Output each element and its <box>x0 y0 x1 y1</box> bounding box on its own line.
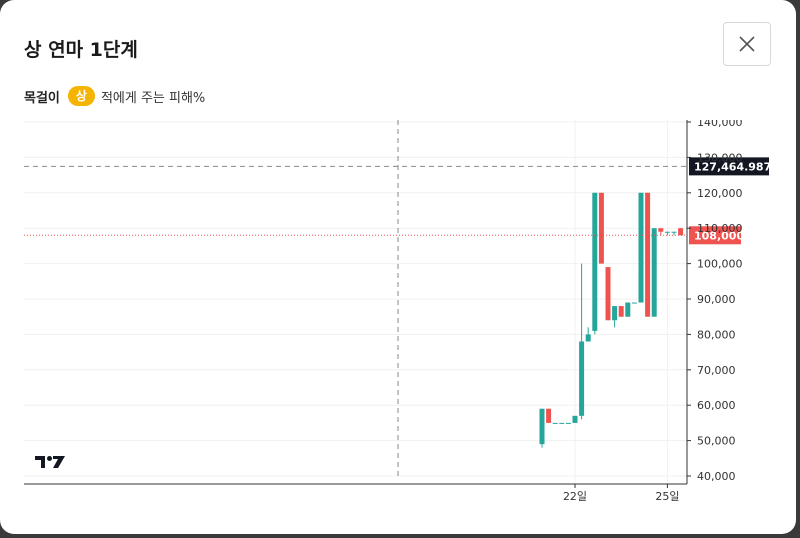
candle-body <box>572 415 578 423</box>
candle-body <box>625 302 631 317</box>
close-button[interactable] <box>723 22 771 66</box>
crosshair-price-box <box>689 157 769 176</box>
last-price-box <box>689 226 741 245</box>
candle-body <box>546 408 552 423</box>
overlay-layer: 127,464.987 108,000 <box>24 120 771 480</box>
crosshair-price-label: 127,464.987 <box>694 160 771 173</box>
candle-body <box>552 422 558 424</box>
candle-body <box>671 231 677 233</box>
candle-body <box>539 408 545 445</box>
candle-body <box>664 231 670 233</box>
candle-layer <box>539 192 684 448</box>
last-price-label: 108,000 <box>694 229 744 242</box>
y-tick-label: 130,000 <box>697 151 743 164</box>
candle-body <box>598 192 604 264</box>
effect-text: 적에게 주는 피해% <box>100 90 206 106</box>
candle-body <box>579 341 585 416</box>
candle-body <box>651 228 657 317</box>
modal-title: 상 연마 1단계 <box>24 39 138 61</box>
candle-body <box>645 192 651 317</box>
y-tick-label: 140,000 <box>697 120 743 129</box>
y-tick-label: 90,000 <box>697 293 736 306</box>
y-tick-label: 60,000 <box>697 399 736 412</box>
x-tick-label: 22일 <box>563 489 587 503</box>
price-chart[interactable]: 127,464.987 108,000 40,000 50,000 60,000 70,… <box>24 120 776 520</box>
candle-body <box>559 422 565 424</box>
candle-body <box>612 306 618 321</box>
tradingview-logo <box>35 456 65 468</box>
y-tick-label: 80,000 <box>697 328 736 341</box>
close-icon <box>739 36 755 52</box>
candle-body <box>658 228 664 232</box>
y-tick-label: 120,000 <box>697 187 743 200</box>
y-tick-label: 110,000 <box>697 222 743 235</box>
item-description: 목걸이 상 적에게 주는 피해% <box>24 86 205 106</box>
grade-badge: 상 <box>67 86 95 106</box>
x-tick-label: 25일 <box>655 489 679 503</box>
candle-body <box>678 228 684 236</box>
axis-layer: 40,000 50,000 60,000 70,000 80,000 90,000 100,… <box>24 120 743 503</box>
candle-body <box>638 192 644 303</box>
candle-body <box>585 334 591 342</box>
item-name: 목걸이 <box>24 90 60 106</box>
y-tick-label: 100,000 <box>697 258 743 271</box>
candle-body <box>618 306 624 317</box>
y-tick-label: 70,000 <box>697 364 736 377</box>
candle-body <box>631 302 637 304</box>
y-tick-label: 40,000 <box>697 470 736 483</box>
candle-body <box>605 267 611 321</box>
candle-body <box>565 422 571 424</box>
grid-layer <box>24 120 687 484</box>
y-tick-label: 50,000 <box>697 435 736 448</box>
candle-body <box>592 192 598 331</box>
chart-svg[interactable]: 127,464.987 108,000 40,000 50,000 60,000 70,… <box>24 120 776 520</box>
